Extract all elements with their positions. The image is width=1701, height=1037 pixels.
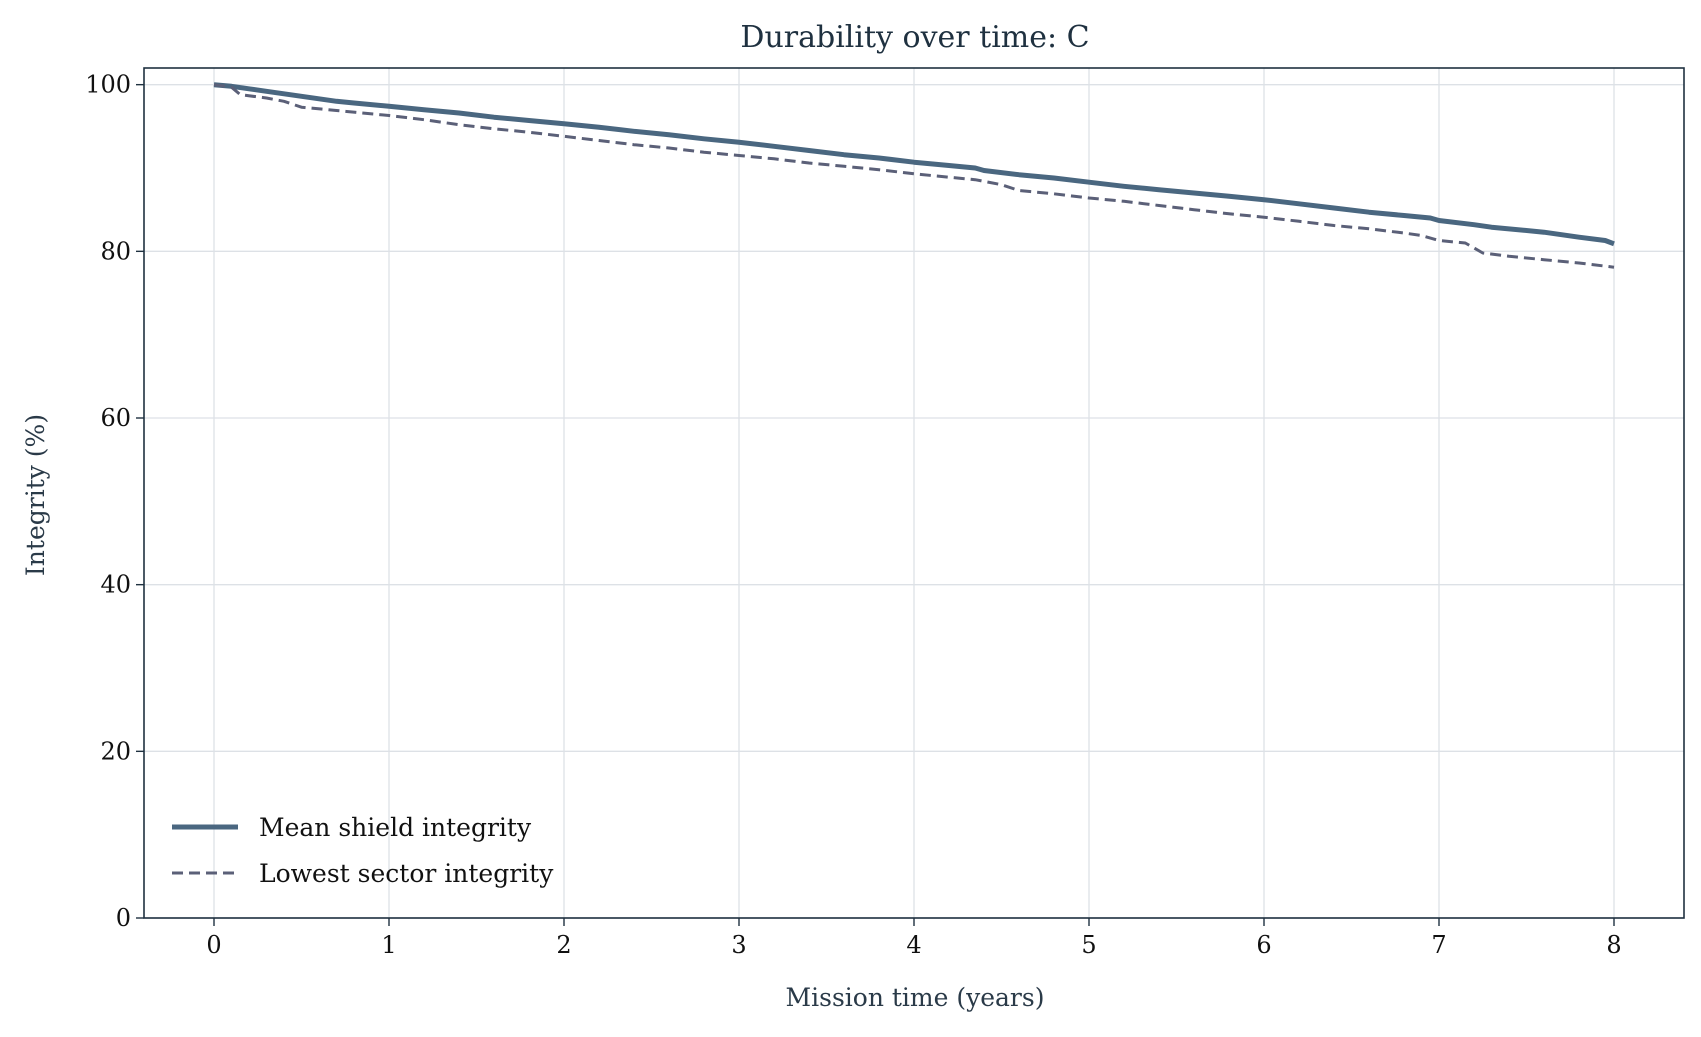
x-tick-label: 6 <box>1256 931 1271 959</box>
x-tick-label: 1 <box>381 931 396 959</box>
x-tick-label: 4 <box>906 931 921 959</box>
legend-label-mean-shield: Mean shield integrity <box>259 813 532 842</box>
chart-title: Durability over time: C <box>740 20 1089 55</box>
x-tick-label: 7 <box>1431 931 1446 959</box>
legend-label-lowest-sector: Lowest sector integrity <box>259 859 554 888</box>
series-line-lowest-sector <box>213 83 1615 269</box>
x-tick-label: 0 <box>206 931 221 959</box>
y-tick-label: 0 <box>116 904 131 932</box>
x-tick-label: 5 <box>1081 931 1096 959</box>
y-tick-label: 80 <box>100 237 131 265</box>
legend: Mean shield integrity Lowest sector inte… <box>172 813 554 888</box>
x-axis-label: Mission time (years) <box>786 983 1045 1012</box>
x-tick-label: 2 <box>556 931 571 959</box>
y-axis-label: Integrity (%) <box>21 414 50 576</box>
x-tick-label: 8 <box>1606 931 1621 959</box>
x-tick-label: 3 <box>731 931 746 959</box>
y-tick-label: 100 <box>85 71 131 99</box>
series-line-mean-shield <box>213 82 1615 247</box>
y-tick-label: 60 <box>100 404 131 432</box>
y-tick-label: 40 <box>100 571 131 599</box>
series-lines <box>213 82 1615 269</box>
y-tick-label: 20 <box>100 737 131 765</box>
